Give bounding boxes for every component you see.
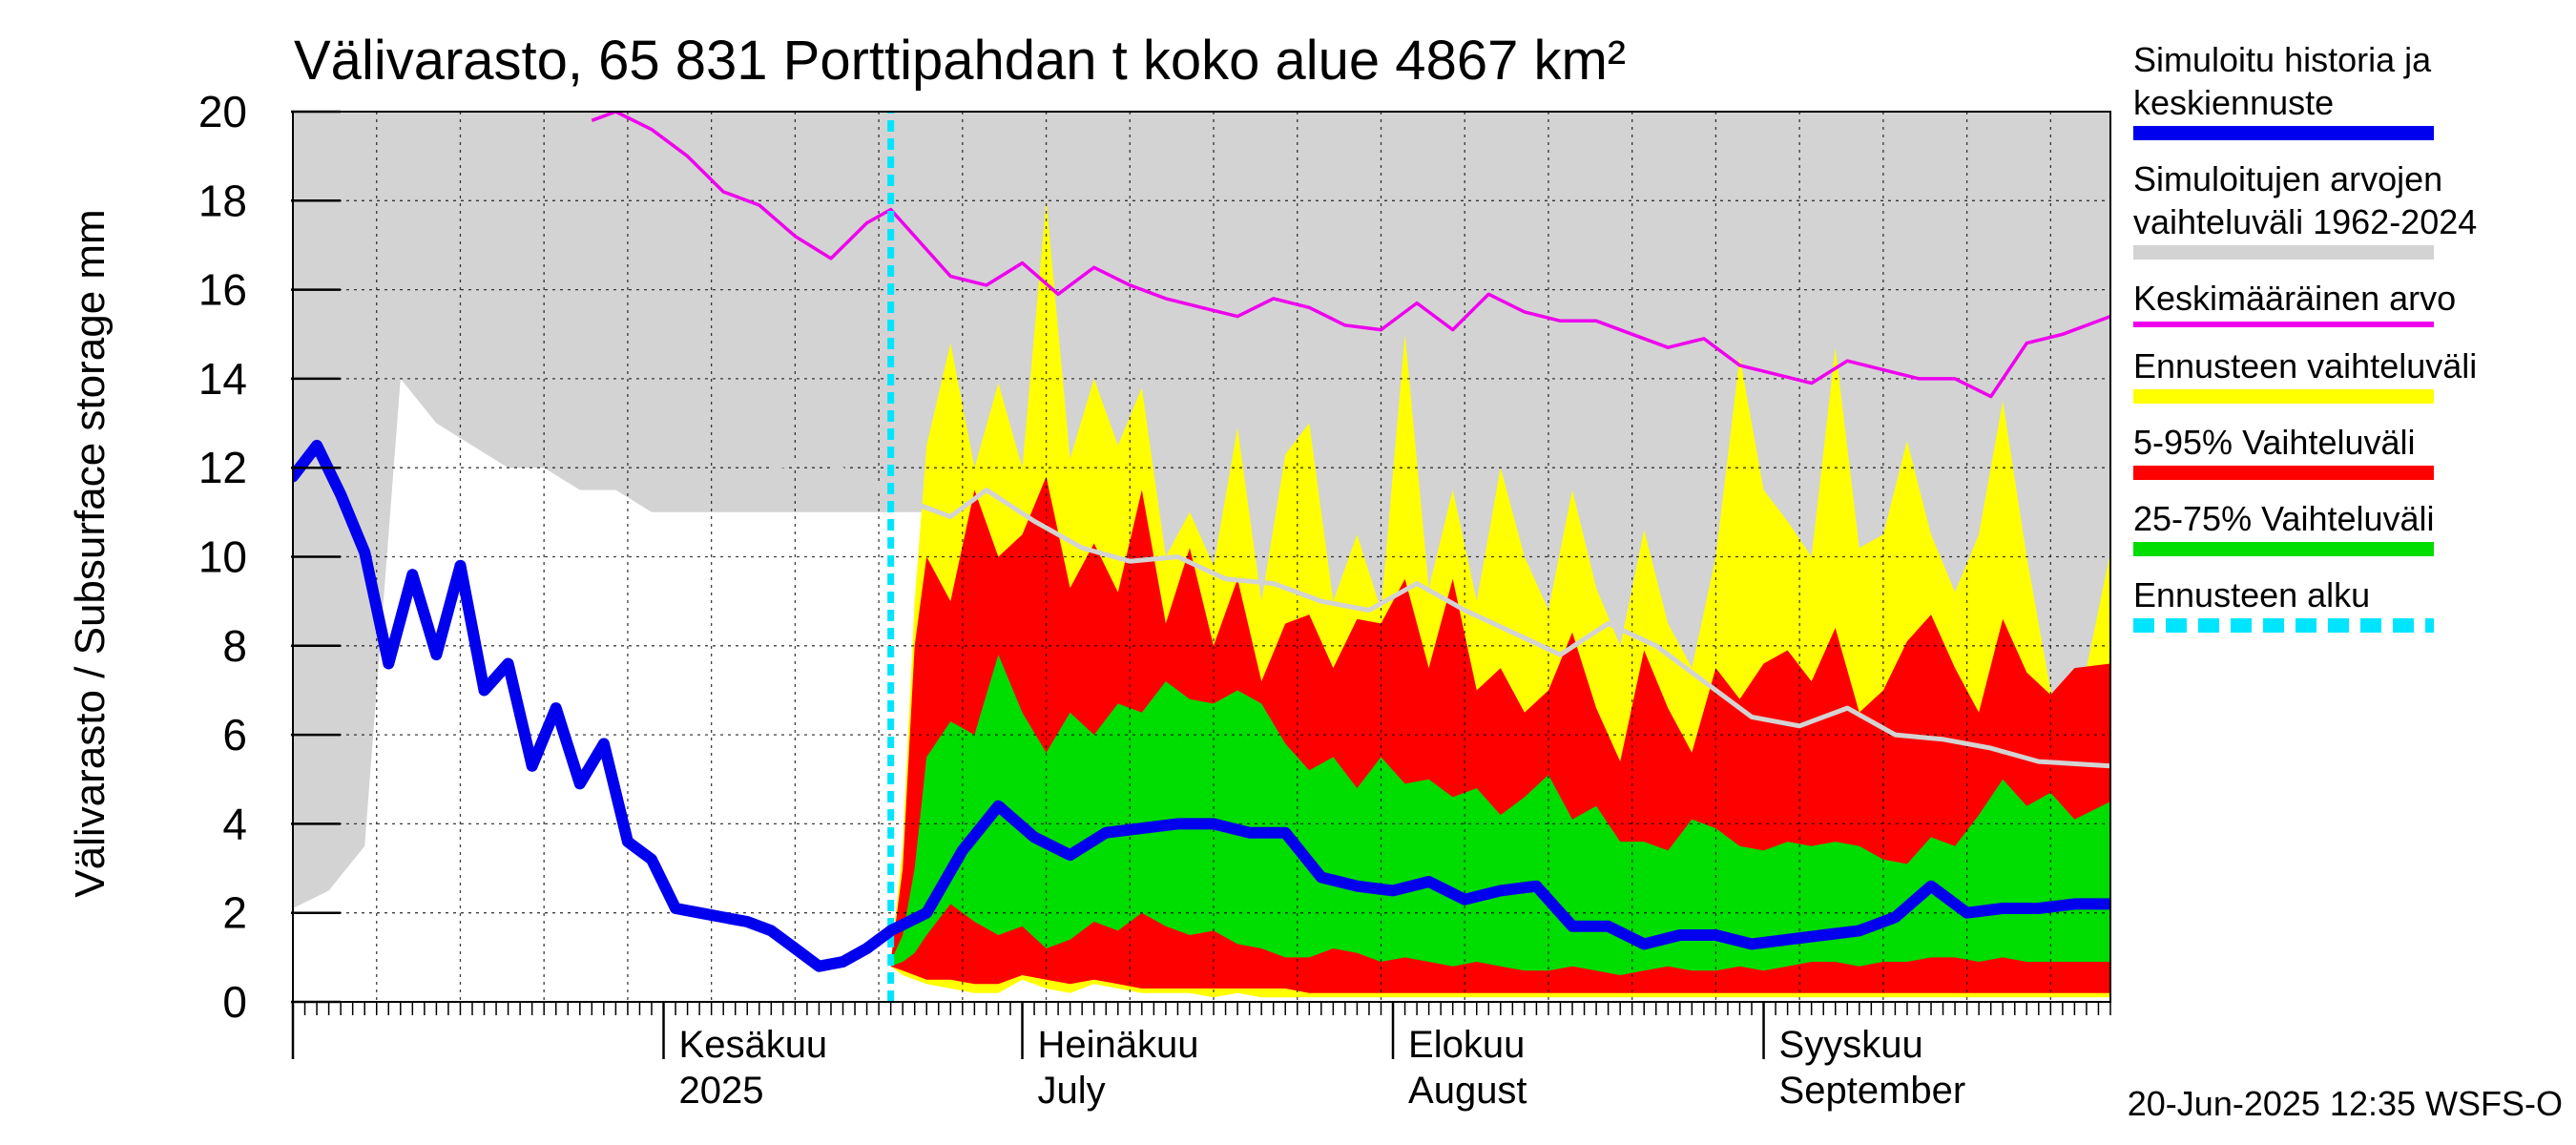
x-month-sublabel: July	[1038, 1070, 1106, 1112]
legend-label: Keskimääräinen arvo	[2133, 279, 2457, 318]
history-forecast-line	[293, 439, 2110, 972]
legend-label: Simuloitujen arvojen	[2133, 159, 2443, 198]
legend-item: Simuloitujen arvojen vaihteluväli 1962-20…	[2133, 157, 2563, 260]
grid-group	[293, 112, 2110, 1002]
legend-swatch	[2133, 245, 2434, 260]
legend-label: 25-75% Vaihteluväli	[2133, 499, 2435, 538]
y-tick-label: 10	[198, 532, 247, 582]
legend: Simuloitu historia ja keskiennuste Simuloi…	[2133, 38, 2563, 650]
plot-series-group	[293, 112, 2110, 998]
legend-item: Ennusteen alku	[2133, 573, 2563, 633]
legend-item: Ennusteen vaihteluväli	[2133, 344, 2563, 404]
legend-label: Ennusteen vaihteluväli	[2133, 346, 2478, 385]
timestamp-footer: 20-Jun-2025 12:35 WSFS-O	[2127, 1084, 2563, 1123]
legend-item: Simuloitu historia ja keskiennuste	[2133, 38, 2563, 140]
mean-line	[591, 112, 2110, 399]
x-month-label: Syyskuu	[1779, 1024, 1923, 1066]
legend-swatch	[2133, 389, 2434, 404]
legend-swatch	[2133, 322, 2434, 327]
legend-swatch	[2133, 618, 2434, 633]
y-tick-label: 6	[222, 710, 247, 760]
legend-swatch	[2133, 126, 2434, 140]
legend-label: Simuloitu historia ja	[2133, 40, 2432, 79]
legend-label: 5-95% Vaihteluväli	[2133, 423, 2416, 462]
y-tick-label: 14	[198, 354, 247, 404]
x-month-sublabel: August	[1408, 1070, 1527, 1112]
forecast-median-line	[770, 456, 2110, 769]
legend-item: 5-95% Vaihteluväli	[2133, 421, 2563, 480]
y-tick-label: 8	[222, 621, 247, 671]
legend-swatch	[2133, 542, 2434, 556]
legend-label: vaihteluväli 1962-2024	[2133, 202, 2478, 241]
x-month-sublabel: September	[1779, 1070, 1966, 1112]
x-month-label: Kesäkuu	[679, 1024, 828, 1066]
legend-label: Ennusteen alku	[2133, 575, 2371, 614]
x-month-sublabel: 2025	[679, 1070, 764, 1112]
y-tick-label: 20	[198, 87, 247, 136]
legend-item: 25-75% Vaihteluväli	[2133, 497, 2563, 556]
y-tick-label: 2	[222, 888, 247, 938]
plot-lines-group	[293, 112, 2110, 1002]
legend-item: Keskimääräinen arvo	[2133, 277, 2563, 327]
y-tick-label: 16	[198, 265, 247, 315]
y-tick-label: 0	[222, 977, 247, 1027]
y-tick-label: 4	[222, 799, 247, 848]
x-month-label: Elokuu	[1408, 1024, 1525, 1066]
chart-title: Välivarasto, 65 831 Porttipahdan t koko …	[294, 30, 1627, 92]
y-tick-label: 18	[198, 176, 247, 225]
legend-swatch	[2133, 466, 2434, 480]
x-month-label: Heinäkuu	[1038, 1024, 1199, 1066]
historical-range-area	[293, 112, 2110, 908]
y-tick-label: 12	[198, 443, 247, 492]
legend-label: keskiennuste	[2133, 83, 2335, 122]
